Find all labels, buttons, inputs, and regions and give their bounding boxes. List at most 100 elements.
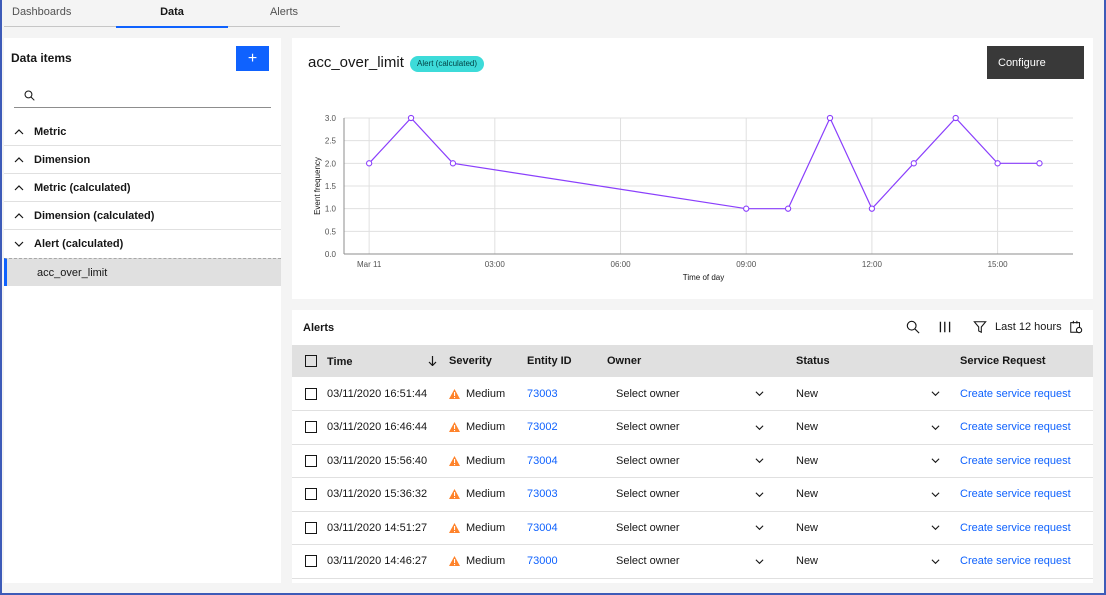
- create-service-request-link[interactable]: Create service request: [960, 387, 1071, 400]
- alert-type-badge: Alert (calculated): [410, 56, 485, 72]
- search-icon: [24, 90, 35, 101]
- column-header-owner[interactable]: Owner: [607, 355, 642, 367]
- cell-time: 03/11/2020 15:56:40: [327, 454, 428, 467]
- row-checkbox[interactable]: [305, 521, 317, 534]
- owner-select[interactable]: Select owner: [607, 421, 782, 433]
- y-tick-label: 0.5: [325, 227, 337, 236]
- cell-severity: Medium: [449, 545, 527, 579]
- row-checkbox[interactable]: [305, 421, 317, 434]
- chart-panel: 0.0 0.5 1.0 1.5 2.0 2.5 3.0 Mar 11 03:00 06:00 09:…: [292, 38, 1093, 299]
- column-settings-icon[interactable]: [938, 320, 952, 334]
- owner-select[interactable]: Select owner: [607, 388, 782, 400]
- entity-id-link[interactable]: 73003: [527, 488, 558, 501]
- table-row: 03/11/2020 15:36:32 Medium 73003 Select own…: [292, 478, 1093, 512]
- data-point: [910, 160, 917, 167]
- status-select[interactable]: New: [782, 522, 954, 534]
- y-tick-label: 1.5: [325, 182, 337, 191]
- row-checkbox[interactable]: [305, 387, 317, 400]
- table-row: 03/11/2020 14:51:27 Medium 73004 Select own…: [292, 511, 1093, 545]
- chevron-down-icon: [931, 425, 940, 430]
- column-header-time[interactable]: Time: [327, 345, 449, 377]
- row-checkbox[interactable]: [305, 488, 317, 501]
- owner-select[interactable]: Select owner: [607, 522, 782, 534]
- data-items-title: Data items: [11, 51, 72, 65]
- tab-alerts[interactable]: Alerts: [269, 6, 299, 18]
- configure-button[interactable]: Configure: [987, 46, 1084, 79]
- search-icon[interactable]: [906, 320, 920, 334]
- owner-select[interactable]: Select owner: [607, 488, 782, 500]
- cell-time: 03/11/2020 14:46:27: [327, 555, 428, 568]
- search-field[interactable]: [14, 84, 271, 108]
- column-header-severity[interactable]: Severity: [449, 355, 492, 367]
- column-header-entity-id[interactable]: Entity ID: [527, 355, 572, 367]
- owner-select[interactable]: Select owner: [607, 555, 782, 567]
- entity-id-link[interactable]: 73002: [527, 421, 558, 434]
- add-data-item-button[interactable]: +: [236, 45, 269, 71]
- chevron-down-icon: [931, 559, 940, 564]
- data-item-acc-over-limit[interactable]: acc_over_limit: [4, 258, 281, 286]
- tab-dashboards[interactable]: Dashboards: [12, 6, 72, 18]
- chevron-down-icon: [755, 425, 764, 430]
- y-tick-label: 0.0: [325, 250, 337, 259]
- chevron-up-icon: [14, 156, 24, 162]
- row-checkbox[interactable]: [305, 454, 317, 467]
- cell-severity: Medium: [449, 377, 527, 411]
- accordion-metric-calculated[interactable]: Metric (calculated): [4, 174, 281, 202]
- create-service-request-link[interactable]: Create service request: [960, 454, 1071, 467]
- data-point: [868, 205, 876, 212]
- filter-icon[interactable]: [973, 320, 987, 334]
- data-items-panel: Data items + Metric Dimension Metric (ca…: [4, 38, 281, 583]
- chevron-down-icon: [931, 525, 940, 531]
- x-tick-label: 06:00: [611, 260, 632, 269]
- tab-data[interactable]: Data: [116, 0, 228, 28]
- accordion-dimension-calculated[interactable]: Dimension (calculated): [4, 202, 281, 230]
- table-row: 03/11/2020 15:56:40 Medium 73004 Select own…: [292, 444, 1093, 478]
- cell-severity: Medium: [449, 478, 527, 512]
- y-tick-label: 3.0: [325, 114, 337, 123]
- data-items-header: Data items +: [4, 38, 281, 78]
- cell-time: 03/11/2020 15:36:32: [327, 488, 428, 501]
- table-row: 03/11/2020 14:46:27 Medium 73000 Select own…: [292, 545, 1093, 579]
- cell-severity: Medium: [449, 444, 527, 478]
- x-tick-label: 15:00: [988, 260, 1009, 269]
- create-service-request-link[interactable]: Create service request: [960, 488, 1071, 501]
- calendar-icon[interactable]: [1069, 320, 1083, 334]
- x-tick-label: 09:00: [736, 260, 757, 269]
- y-axis-title: Event frequency: [313, 157, 322, 215]
- y-tick-label: 1.0: [325, 205, 337, 214]
- create-service-request-link[interactable]: Create service request: [960, 555, 1071, 568]
- accordion-dimension[interactable]: Dimension: [4, 146, 281, 174]
- column-header-status[interactable]: Status: [796, 355, 830, 367]
- entity-id-link[interactable]: 73000: [527, 555, 558, 568]
- accordion-alert-calculated[interactable]: Alert (calculated): [4, 230, 281, 258]
- select-all-checkbox[interactable]: [305, 355, 317, 368]
- cell-time: 03/11/2020 16:46:44: [327, 421, 428, 434]
- create-service-request-link[interactable]: Create service request: [960, 521, 1071, 534]
- chevron-down-icon: [755, 391, 764, 397]
- status-select[interactable]: New: [782, 455, 954, 467]
- entity-id-link[interactable]: 73004: [527, 521, 558, 534]
- data-point: [1036, 160, 1043, 167]
- entity-id-link[interactable]: 73003: [527, 387, 558, 400]
- y-tick-label: 2.5: [325, 137, 337, 146]
- data-point: [407, 114, 415, 122]
- status-select[interactable]: New: [782, 488, 954, 500]
- time-range-label[interactable]: Last 12 hours: [995, 321, 1062, 333]
- event-frequency-chart: 0.0 0.5 1.0 1.5 2.0 2.5 3.0 Mar 11 03:00 06:00 09:…: [313, 114, 1073, 282]
- row-checkbox[interactable]: [305, 555, 317, 568]
- create-service-request-link[interactable]: Create service request: [960, 421, 1071, 434]
- status-select[interactable]: New: [782, 388, 954, 400]
- warning-icon: [449, 556, 460, 567]
- cell-severity: Medium: [449, 411, 527, 445]
- accordion-metric[interactable]: Metric: [4, 118, 281, 146]
- entity-id-link[interactable]: 73004: [527, 454, 558, 467]
- status-select[interactable]: New: [782, 555, 954, 567]
- column-header-service-request[interactable]: Service Request: [960, 355, 1046, 367]
- warning-icon: [449, 388, 460, 399]
- warning-icon: [449, 522, 460, 533]
- status-select[interactable]: New: [782, 421, 954, 433]
- chevron-up-icon: [14, 128, 24, 134]
- search-input[interactable]: [43, 89, 263, 102]
- alerts-table-body: 03/11/2020 16:51:44 Medium 73003 Select own…: [292, 377, 1093, 578]
- owner-select[interactable]: Select owner: [607, 455, 782, 467]
